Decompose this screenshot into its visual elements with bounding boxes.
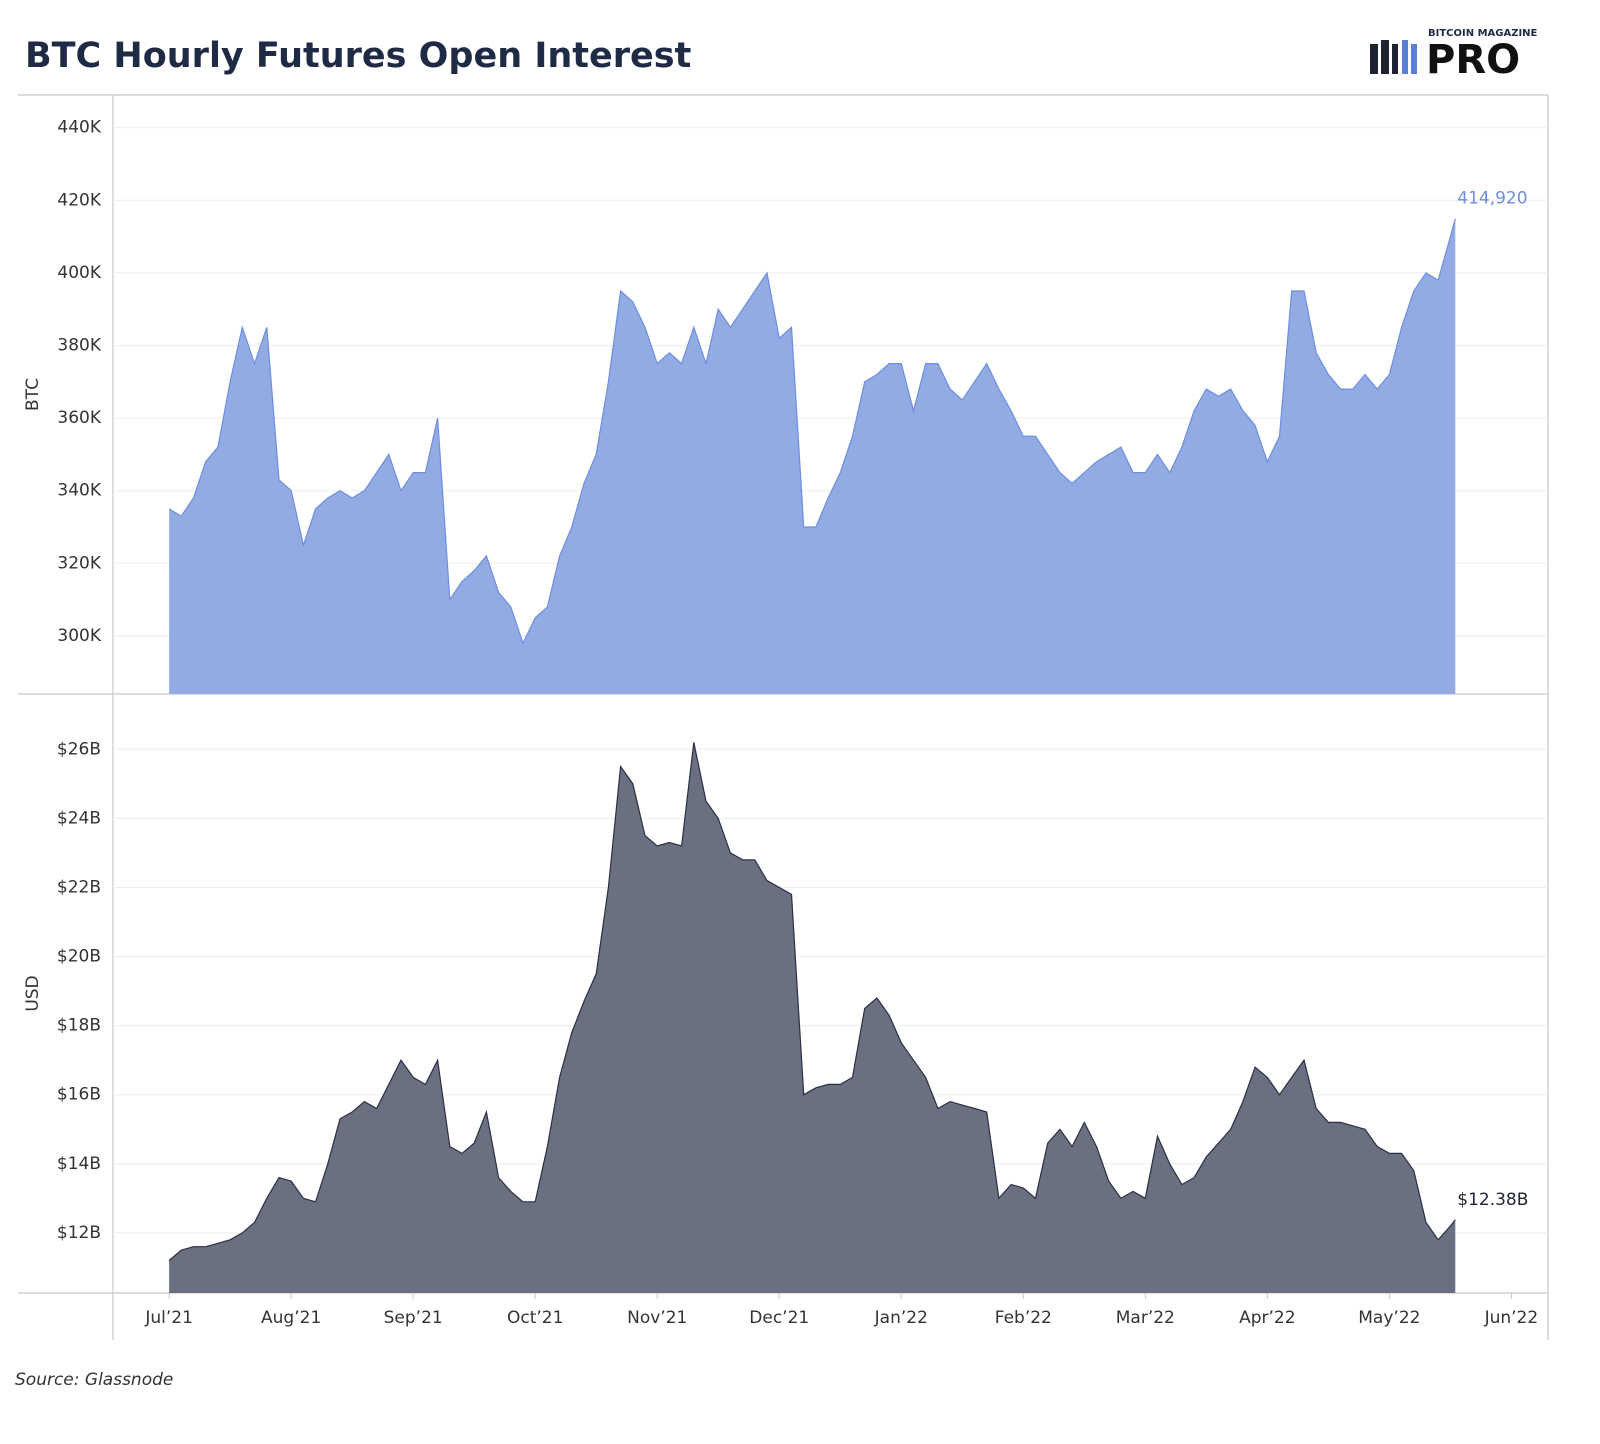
y-tick-label: $22B xyxy=(57,877,101,897)
area xyxy=(169,742,1456,1293)
y-tick-label: $26B xyxy=(57,739,101,759)
line xyxy=(168,742,1456,1261)
x-tick-label: Nov’21 xyxy=(627,1308,687,1328)
source: Source: Glassnode xyxy=(15,1370,173,1390)
y-tick-label: 360K xyxy=(57,408,101,428)
x-tick-label: Mar’22 xyxy=(1116,1308,1175,1328)
x-tick-label: Feb’22 xyxy=(995,1308,1052,1328)
y-tick-label: $16B xyxy=(57,1085,101,1105)
y-tick-label: 320K xyxy=(57,553,101,573)
x-tick-label: Jul’21 xyxy=(144,1308,193,1328)
y-tick-label: 380K xyxy=(57,335,101,355)
logo-big: PRO xyxy=(1426,37,1520,83)
value-label: $12.38B xyxy=(1457,1190,1528,1210)
y-tick-label: $12B xyxy=(57,1223,101,1243)
x-tick-label: Jan’22 xyxy=(874,1308,928,1328)
y-tick-label: 440K xyxy=(57,118,101,138)
logo: BITCOIN MAGAZINE PRO xyxy=(1370,28,1538,83)
x-tick-label: Dec’21 xyxy=(749,1308,809,1328)
x-tick-label: Jun’22 xyxy=(1484,1308,1539,1328)
y-tick-label: $14B xyxy=(57,1154,101,1174)
y-axis-title: USD xyxy=(23,975,43,1011)
x-tick-label: Apr’22 xyxy=(1239,1308,1295,1328)
line xyxy=(168,218,1456,645)
y-tick-label: 340K xyxy=(57,481,101,501)
y-axis-title: BTC xyxy=(23,378,43,411)
value-label: 414,920 xyxy=(1457,189,1527,209)
y-tick-label: 300K xyxy=(57,626,101,646)
y-tick-label: $20B xyxy=(57,947,101,967)
x-tick-label: Sep’21 xyxy=(384,1308,443,1328)
chart-title: BTC Hourly Futures Open Interest xyxy=(25,36,691,76)
x-tick-label: Oct’21 xyxy=(507,1308,563,1328)
y-tick-label: $18B xyxy=(57,1016,101,1036)
y-tick-label: 400K xyxy=(57,263,101,283)
y-tick-label: 420K xyxy=(57,190,101,210)
logo-small: BITCOIN MAGAZINE xyxy=(1428,28,1538,39)
logo-icon xyxy=(1370,40,1417,74)
area xyxy=(169,218,1456,694)
x-tick-label: Aug’21 xyxy=(261,1308,321,1328)
x-tick-label: May’22 xyxy=(1358,1308,1420,1328)
y-tick-label: $24B xyxy=(57,808,101,828)
